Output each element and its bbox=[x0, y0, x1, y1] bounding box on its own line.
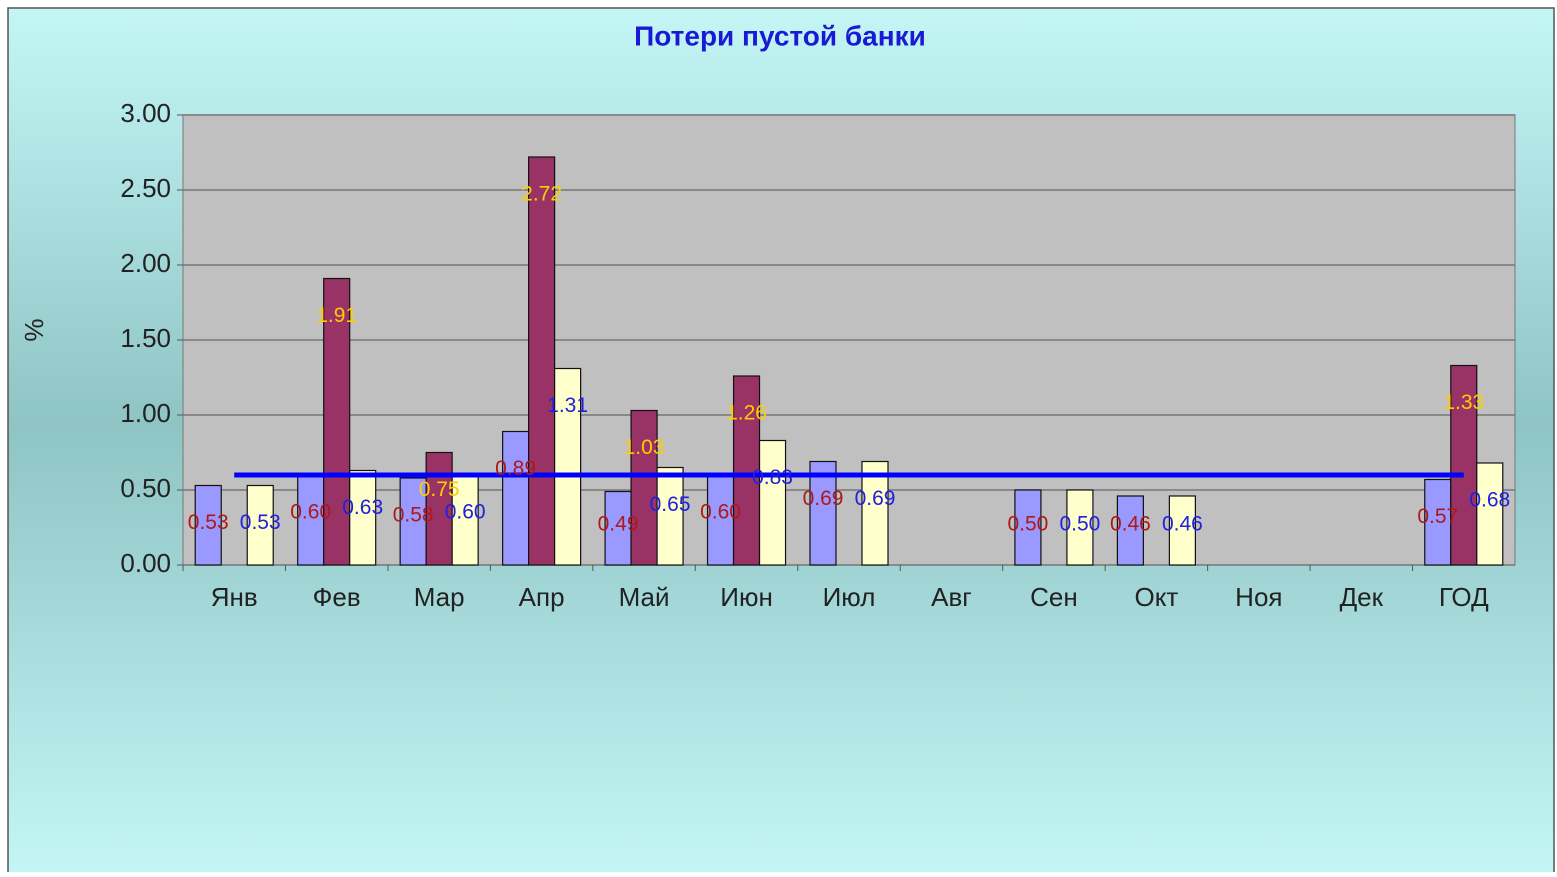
bar bbox=[554, 367, 582, 566]
bar bbox=[732, 375, 761, 566]
data-label: 1.33 bbox=[1443, 391, 1484, 414]
data-label: 0.68 bbox=[1469, 489, 1510, 512]
bar bbox=[246, 484, 274, 566]
bar bbox=[1424, 478, 1452, 566]
x-tick-label: Июл bbox=[823, 582, 876, 612]
data-label: 0.89 bbox=[495, 457, 536, 480]
bar bbox=[451, 474, 479, 566]
data-label: 0.69 bbox=[855, 487, 896, 510]
x-tick-label: ГОД bbox=[1439, 582, 1489, 612]
x-tick-label: Янв bbox=[211, 582, 258, 612]
chart-title: Потери пустой банки bbox=[634, 20, 926, 51]
y-tick-label: 3.00 bbox=[120, 98, 171, 128]
bar bbox=[1476, 462, 1504, 566]
data-label: 1.26 bbox=[726, 402, 767, 425]
x-tick-label: Апр bbox=[519, 582, 565, 612]
data-label: 0.57 bbox=[1417, 505, 1458, 528]
bar bbox=[758, 439, 787, 566]
bar bbox=[656, 466, 684, 566]
x-tick-label: Май bbox=[619, 582, 670, 612]
y-tick-label: 2.00 bbox=[120, 248, 171, 278]
data-label: 0.63 bbox=[342, 496, 383, 519]
data-label: 0.46 bbox=[1110, 513, 1151, 536]
y-tick-label: 1.50 bbox=[120, 323, 171, 353]
bar bbox=[1116, 495, 1144, 566]
x-tick-label: Июн bbox=[720, 582, 773, 612]
y-tick-label: 1.00 bbox=[120, 398, 171, 428]
bar bbox=[1014, 489, 1042, 566]
data-label: 0.53 bbox=[240, 511, 281, 534]
bar bbox=[1450, 364, 1478, 566]
bar bbox=[630, 409, 658, 566]
bar bbox=[604, 490, 632, 566]
data-label: 1.91 bbox=[316, 304, 357, 327]
data-label: 0.46 bbox=[1162, 513, 1203, 536]
x-tick-label: Мар bbox=[414, 582, 465, 612]
data-label: 0.83 bbox=[752, 466, 793, 489]
data-label: 0.49 bbox=[598, 513, 639, 536]
data-label: 1.03 bbox=[624, 436, 665, 459]
bar bbox=[528, 156, 556, 566]
y-axis-label: % bbox=[19, 318, 49, 341]
bar bbox=[323, 277, 351, 566]
x-tick-label: Ноя bbox=[1235, 582, 1282, 612]
x-tick-label: Фев bbox=[313, 582, 361, 612]
bar bbox=[194, 484, 222, 566]
bar bbox=[1066, 489, 1094, 566]
x-tick-label: Дек bbox=[1340, 582, 1384, 612]
bar bbox=[861, 460, 889, 566]
data-label: 0.60 bbox=[700, 501, 741, 524]
data-label: 0.50 bbox=[1007, 513, 1048, 536]
data-label: 1.31 bbox=[547, 394, 588, 417]
data-label: 0.60 bbox=[445, 501, 486, 524]
bar bbox=[502, 430, 530, 566]
y-tick-label: 0.00 bbox=[120, 548, 171, 578]
data-label: 0.50 bbox=[1059, 513, 1100, 536]
data-label: 0.60 bbox=[290, 501, 331, 524]
y-tick-label: 2.50 bbox=[120, 173, 171, 203]
bar bbox=[349, 469, 377, 566]
data-label: 0.53 bbox=[188, 511, 229, 534]
y-tick-label: 0.50 bbox=[120, 473, 171, 503]
bar bbox=[297, 474, 325, 566]
data-label: 0.69 bbox=[803, 487, 844, 510]
bar bbox=[809, 460, 837, 566]
data-label: 2.72 bbox=[521, 183, 562, 206]
data-label: 0.65 bbox=[650, 493, 691, 516]
bar bbox=[425, 451, 453, 566]
x-tick-label: Окт bbox=[1134, 582, 1178, 612]
data-label: 0.75 bbox=[419, 478, 460, 501]
x-tick-label: Авг bbox=[931, 582, 972, 612]
data-label: 0.58 bbox=[393, 504, 434, 527]
x-tick-label: Сен bbox=[1030, 582, 1078, 612]
bar bbox=[1168, 495, 1196, 566]
